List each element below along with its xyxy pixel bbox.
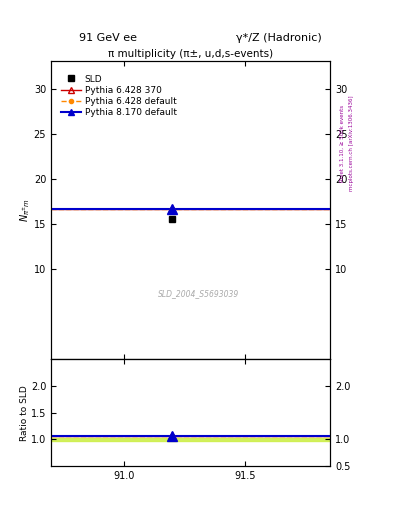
- Text: 91 GeV ee: 91 GeV ee: [79, 33, 137, 44]
- Text: γ*/Z (Hadronic): γ*/Z (Hadronic): [236, 33, 321, 44]
- Y-axis label: Ratio to SLD: Ratio to SLD: [20, 385, 29, 440]
- Legend: SLD, Pythia 6.428 370, Pythia 6.428 default, Pythia 8.170 default: SLD, Pythia 6.428 370, Pythia 6.428 defa…: [59, 72, 179, 120]
- Title: π multiplicity (π±, u,d,s-events): π multiplicity (π±, u,d,s-events): [108, 49, 273, 59]
- Bar: [51, 438, 330, 441]
- Text: SLD_2004_S5693039: SLD_2004_S5693039: [158, 289, 240, 298]
- Text: Rivet 3.1.10, ≥ 500k events: Rivet 3.1.10, ≥ 500k events: [340, 105, 345, 182]
- Y-axis label: $N_{\pi^{\pm}m}$: $N_{\pi^{\pm}m}$: [18, 199, 32, 223]
- Text: mcplots.cern.ch [arXiv:1306.3436]: mcplots.cern.ch [arXiv:1306.3436]: [349, 96, 354, 191]
